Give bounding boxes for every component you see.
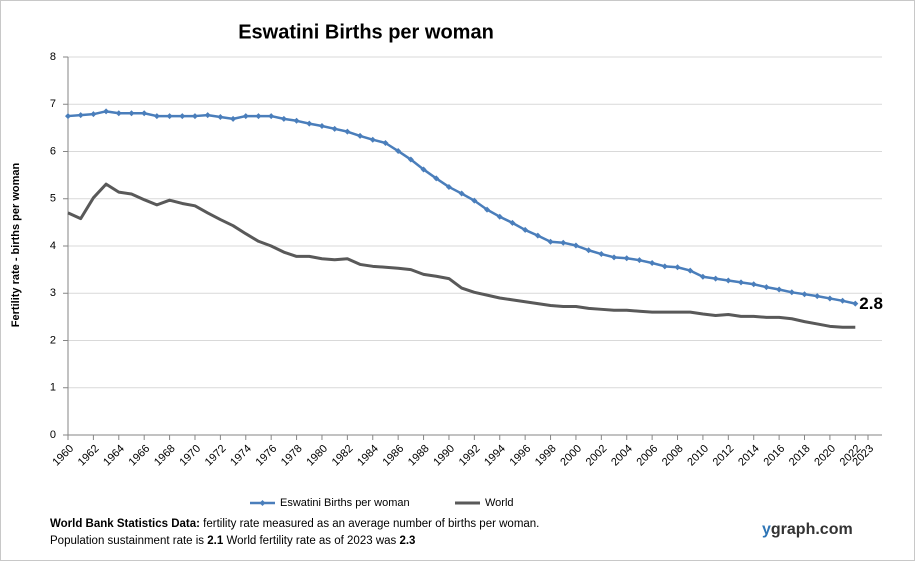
point-marker [547, 238, 554, 245]
point-marker [242, 113, 249, 120]
point-marker [598, 251, 605, 258]
point-marker [382, 139, 389, 146]
point-marker [280, 115, 287, 122]
y-tick-label: 0 [50, 429, 56, 441]
point-marker [509, 219, 516, 226]
point-marker [318, 122, 325, 129]
legend-marker [259, 500, 266, 506]
point-marker [712, 275, 719, 282]
footer-value: 2.3 [399, 535, 415, 547]
point-marker [522, 226, 529, 233]
point-marker [560, 239, 567, 246]
point-marker [344, 128, 351, 135]
point-marker [649, 260, 656, 267]
end-label: 2.8 [859, 294, 883, 313]
footer-line: Population sustainment rate is 2.1 World… [50, 535, 415, 547]
point-marker [623, 255, 630, 262]
legend-label: Eswatini Births per woman [280, 497, 410, 509]
point-marker [763, 284, 770, 291]
point-marker [471, 197, 478, 204]
point-marker [814, 293, 821, 300]
y-tick-label: 8 [50, 51, 56, 63]
point-marker [191, 113, 198, 120]
y-tick-label: 3 [50, 287, 56, 299]
point-marker [103, 108, 110, 115]
point-marker [306, 120, 313, 127]
point-marker [65, 113, 71, 120]
footer-bold: World Bank Statistics Data: [50, 518, 200, 530]
legend-label: World [485, 497, 514, 509]
y-tick-label: 2 [50, 334, 56, 346]
point-marker [77, 112, 84, 119]
point-marker [611, 254, 618, 261]
point-marker [166, 113, 173, 120]
point-marker [738, 279, 745, 286]
point-marker [534, 232, 541, 239]
point-marker [90, 111, 97, 118]
point-marker [230, 115, 237, 122]
point-marker [369, 136, 376, 143]
point-marker [458, 190, 465, 197]
brand-part: y [762, 521, 771, 538]
point-marker [115, 110, 122, 117]
point-marker [839, 297, 846, 304]
point-marker [141, 110, 148, 117]
point-marker [420, 166, 427, 173]
point-marker [801, 291, 808, 298]
point-marker [433, 175, 440, 182]
point-marker [255, 113, 262, 120]
footer-text: fertility rate measured as an average nu… [200, 518, 539, 530]
point-marker [699, 273, 706, 280]
point-marker [128, 110, 135, 117]
series-line [67, 182, 856, 329]
y-tick-label: 7 [50, 98, 56, 110]
brand-part: graph.com [771, 521, 853, 538]
point-marker [179, 113, 186, 120]
point-marker [153, 113, 160, 120]
point-marker [293, 117, 300, 124]
y-axis-label: Fertility rate - births per woman [10, 163, 22, 328]
point-marker [572, 242, 579, 249]
point-marker [496, 213, 503, 220]
point-marker [395, 148, 402, 155]
point-marker [407, 156, 414, 163]
point-marker [826, 295, 833, 302]
chart-title: Eswatini Births per woman [238, 21, 494, 43]
point-marker [357, 132, 364, 139]
point-marker [217, 114, 224, 121]
point-marker [852, 300, 859, 307]
footer-text: World fertility rate as of 2023 was [223, 535, 399, 547]
point-marker [776, 286, 783, 293]
point-marker [725, 277, 732, 284]
point-marker [674, 264, 681, 271]
footer-text: Population sustainment rate is [50, 535, 207, 547]
brand: ygraph.com [762, 521, 853, 538]
y-tick-label: 1 [50, 382, 56, 394]
point-marker [788, 289, 795, 296]
point-marker [204, 112, 211, 119]
point-marker [750, 281, 757, 288]
footer-value: 2.1 [207, 535, 224, 547]
y-tick-label: 4 [50, 240, 56, 252]
y-tick-label: 5 [50, 193, 56, 205]
point-marker [636, 257, 643, 264]
point-marker [484, 206, 491, 213]
point-marker [585, 247, 592, 254]
point-marker [687, 267, 694, 274]
point-marker [268, 113, 275, 120]
point-marker [331, 125, 338, 132]
footer-line: World Bank Statistics Data: fertility ra… [50, 518, 539, 530]
y-tick-label: 6 [50, 145, 56, 157]
point-marker [445, 183, 452, 190]
point-marker [661, 263, 668, 270]
